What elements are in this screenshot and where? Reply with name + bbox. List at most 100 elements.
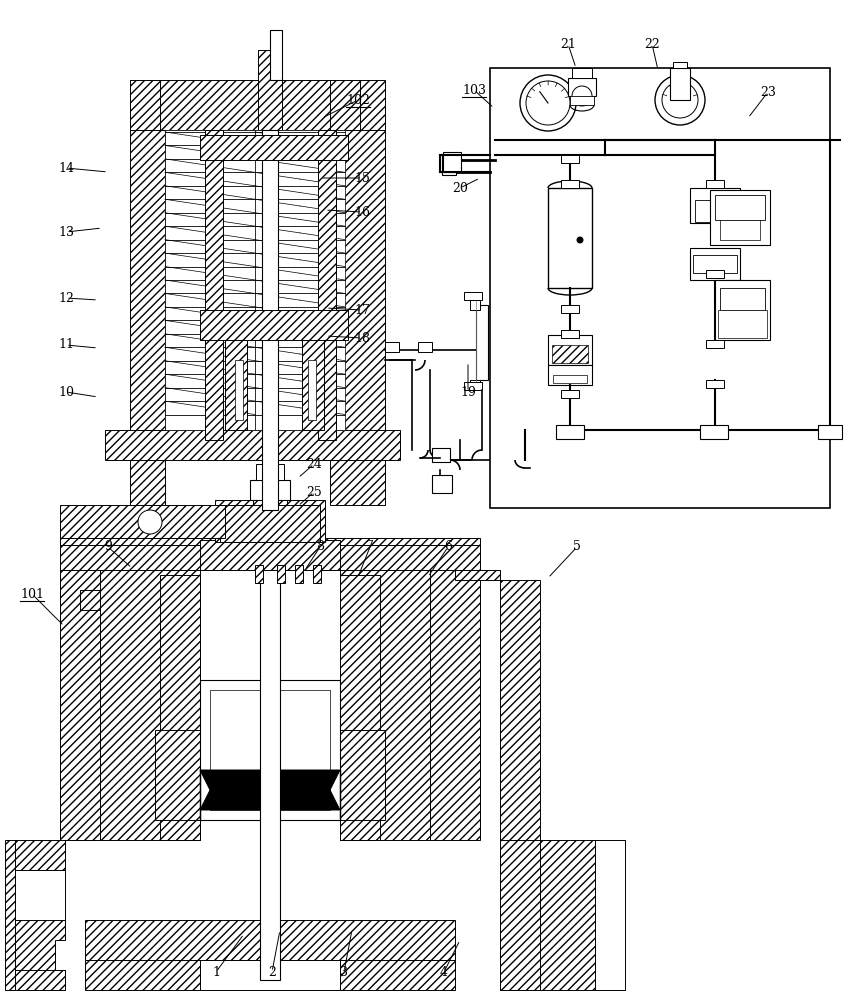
Polygon shape	[60, 505, 225, 538]
Bar	[706, 180, 724, 188]
Polygon shape	[100, 570, 200, 840]
Polygon shape	[85, 960, 200, 990]
Bar	[670, 68, 690, 100]
Bar	[260, 540, 280, 980]
Bar	[552, 345, 588, 363]
Bar	[548, 188, 592, 288]
Text: 3: 3	[340, 966, 348, 978]
Bar	[715, 280, 770, 340]
Polygon shape	[330, 130, 385, 440]
Circle shape	[520, 75, 576, 131]
Polygon shape	[330, 460, 385, 505]
Text: 2: 2	[268, 966, 276, 978]
Circle shape	[572, 86, 592, 106]
Bar	[313, 565, 321, 583]
Bar	[561, 330, 579, 338]
Bar	[561, 390, 579, 398]
Polygon shape	[15, 840, 65, 870]
Bar	[818, 425, 842, 439]
Circle shape	[655, 75, 705, 125]
Bar	[570, 96, 594, 105]
Polygon shape	[220, 505, 320, 542]
Bar	[464, 382, 482, 390]
Polygon shape	[155, 730, 200, 820]
Circle shape	[377, 582, 413, 618]
Circle shape	[662, 82, 698, 118]
Polygon shape	[500, 840, 540, 990]
Bar	[210, 690, 330, 810]
Text: 14: 14	[58, 161, 74, 174]
Bar	[256, 464, 284, 480]
Bar	[715, 195, 765, 220]
Bar	[548, 365, 592, 385]
Bar	[432, 475, 452, 493]
Bar	[295, 565, 303, 583]
Bar	[330, 80, 360, 130]
Circle shape	[526, 81, 570, 125]
Bar	[490, 68, 830, 508]
Bar	[200, 680, 340, 820]
Bar	[710, 190, 770, 245]
Polygon shape	[430, 570, 480, 840]
Polygon shape	[15, 840, 65, 870]
Polygon shape	[200, 790, 340, 810]
Polygon shape	[60, 570, 100, 840]
Bar	[595, 840, 625, 990]
Polygon shape	[80, 590, 160, 610]
Text: 17: 17	[354, 304, 370, 316]
Text: 9: 9	[104, 540, 112, 554]
Text: 103: 103	[462, 84, 486, 97]
Bar	[262, 130, 278, 510]
Polygon shape	[200, 310, 348, 340]
Bar	[690, 188, 740, 223]
Bar	[720, 288, 765, 310]
Polygon shape	[60, 540, 480, 570]
Polygon shape	[60, 538, 480, 545]
Text: 102: 102	[346, 94, 370, 106]
Text: 20: 20	[452, 182, 468, 194]
Bar	[470, 380, 480, 390]
Bar	[572, 68, 592, 78]
Bar	[706, 340, 724, 348]
Polygon shape	[85, 920, 455, 960]
Bar	[700, 425, 728, 439]
Bar	[568, 78, 596, 96]
Bar	[277, 565, 285, 583]
Circle shape	[112, 592, 128, 608]
Text: 4: 4	[440, 966, 448, 978]
Circle shape	[577, 237, 583, 243]
Text: 8: 8	[316, 540, 324, 554]
Bar	[385, 342, 399, 352]
Bar	[720, 220, 760, 240]
Text: 7: 7	[366, 540, 374, 554]
Text: 1: 1	[212, 966, 220, 978]
Polygon shape	[540, 840, 595, 990]
Text: 16: 16	[354, 206, 370, 219]
Bar	[235, 360, 243, 420]
Text: 5: 5	[573, 540, 581, 554]
Text: 10: 10	[58, 385, 74, 398]
Polygon shape	[60, 580, 130, 840]
Bar	[130, 80, 160, 130]
Bar	[15, 870, 65, 920]
Text: 25: 25	[306, 486, 322, 498]
Bar	[270, 30, 282, 80]
Bar	[695, 200, 735, 222]
Text: 19: 19	[460, 385, 476, 398]
Text: 11: 11	[58, 338, 74, 352]
Circle shape	[387, 592, 403, 608]
Polygon shape	[130, 460, 165, 505]
Bar	[442, 155, 456, 175]
Bar	[308, 360, 316, 420]
Polygon shape	[340, 730, 385, 820]
Bar	[165, 130, 255, 430]
Bar	[255, 565, 263, 583]
Polygon shape	[215, 500, 325, 542]
Text: 22: 22	[644, 37, 660, 50]
Polygon shape	[200, 540, 340, 570]
Bar	[561, 180, 579, 188]
Bar	[553, 375, 587, 383]
Bar	[706, 270, 724, 278]
Bar	[706, 425, 724, 433]
Polygon shape	[15, 840, 65, 990]
